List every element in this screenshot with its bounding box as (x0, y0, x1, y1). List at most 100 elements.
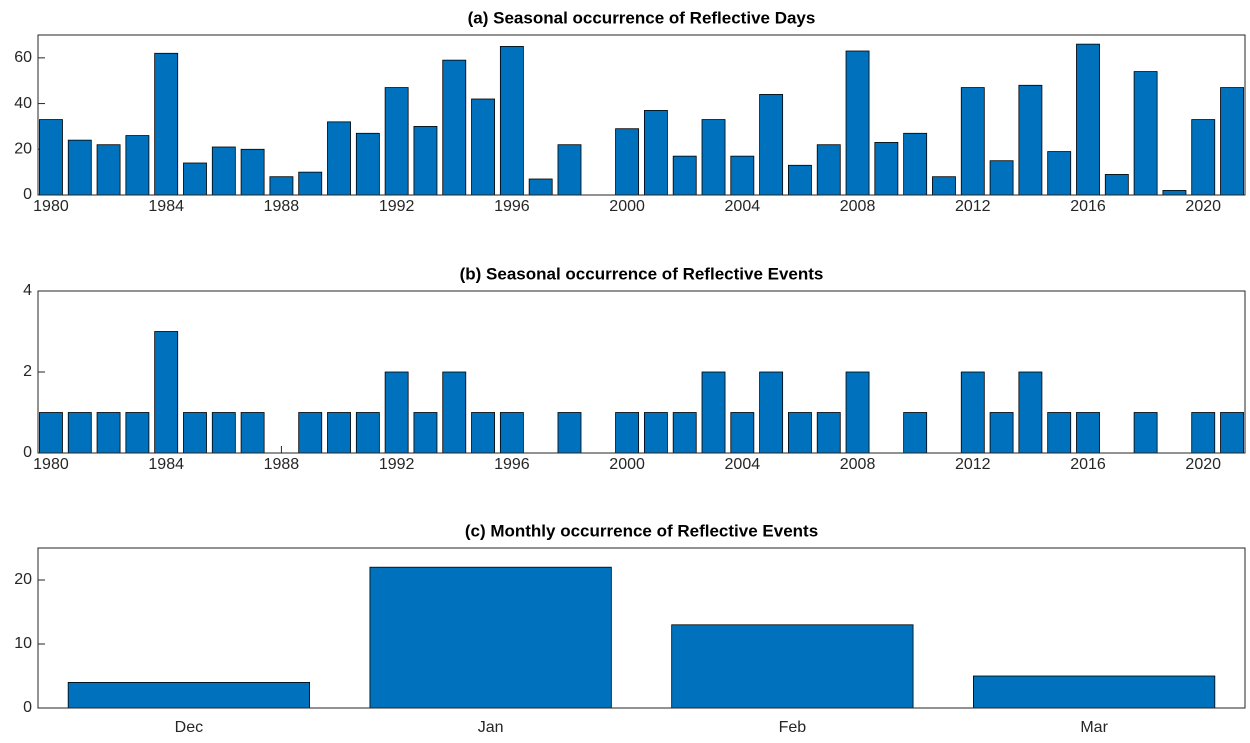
bar (499, 46, 524, 196)
x-tick-label: 2012 (955, 198, 991, 215)
bar (499, 412, 524, 454)
y-tick-label: 0 (23, 186, 32, 203)
x-tick-label: 1996 (494, 456, 530, 473)
x-tick-label: 1984 (148, 456, 184, 473)
x-tick-label: 2016 (1070, 198, 1106, 215)
bar (1047, 151, 1072, 196)
bar (183, 412, 207, 454)
bar (211, 412, 236, 454)
bar (788, 164, 812, 196)
bar (528, 178, 553, 196)
bar (327, 121, 351, 196)
x-tick-label: 2004 (725, 198, 761, 215)
bar (1191, 119, 1216, 196)
bar (730, 412, 755, 454)
x-tick-label: 1992 (379, 456, 415, 473)
bar (384, 371, 409, 454)
y-tick-label: 10 (14, 635, 32, 652)
x-tick-label: 1980 (33, 456, 69, 473)
chart-title: (a) Seasonal occurrence of Reflective Da… (468, 8, 816, 27)
axes-box (37, 290, 1246, 454)
bar (355, 132, 380, 196)
x-tick-label: 1996 (494, 198, 530, 215)
bar (960, 371, 985, 454)
bar (240, 412, 265, 454)
x-tick-label: 1980 (33, 198, 69, 215)
x-tick-label: 2020 (1185, 456, 1221, 473)
bar (183, 162, 207, 196)
x-tick-label: Mar (1080, 719, 1108, 736)
bar (442, 371, 467, 454)
x-tick-label: 1988 (264, 456, 300, 473)
y-tick-label: 60 (14, 49, 32, 66)
bar (240, 148, 265, 196)
x-tick-label: Dec (175, 719, 203, 736)
bar (1018, 84, 1043, 196)
bar (471, 98, 495, 196)
x-tick-label: 2008 (840, 456, 876, 473)
bar (67, 412, 92, 454)
chart-title: (b) Seasonal occurrence of Reflective Ev… (460, 264, 824, 283)
bar (413, 126, 438, 196)
x-tick-label: 2008 (840, 198, 876, 215)
bar (269, 176, 294, 196)
bar (154, 331, 179, 454)
bar (1220, 87, 1244, 196)
bar (1162, 190, 1187, 196)
bar (973, 675, 1216, 709)
bar (759, 371, 784, 454)
bar (845, 371, 870, 454)
bar (701, 119, 726, 196)
bar (960, 87, 985, 196)
bar (471, 412, 495, 454)
bar (1018, 371, 1043, 454)
bar (643, 110, 668, 196)
bar (932, 176, 956, 196)
y-tick-label: 20 (14, 141, 32, 158)
bar (788, 412, 812, 454)
axes-box (37, 34, 1246, 196)
x-tick-label: Feb (779, 719, 807, 736)
bar (1047, 412, 1072, 454)
bar (298, 171, 323, 196)
bar (211, 146, 236, 196)
y-tick-label: 0 (23, 444, 32, 461)
x-tick-label: 1988 (264, 198, 300, 215)
bar (557, 412, 582, 454)
bar (125, 412, 150, 454)
x-tick-label: 2000 (609, 456, 645, 473)
bar (413, 412, 438, 454)
bar (1191, 412, 1216, 454)
x-tick-label: 1992 (379, 198, 415, 215)
x-tick-label: 1984 (148, 198, 184, 215)
bar (96, 412, 121, 454)
y-tick-label: 2 (23, 363, 32, 380)
bar (672, 412, 697, 454)
bar (672, 155, 697, 196)
x-tick-label: 2016 (1070, 456, 1106, 473)
bar (816, 412, 841, 454)
bar (39, 119, 63, 196)
bar (701, 371, 726, 454)
bar (643, 412, 668, 454)
bar (615, 412, 640, 454)
bar (903, 412, 928, 454)
bar (989, 160, 1014, 196)
bar (327, 412, 351, 454)
bar (154, 52, 179, 196)
y-tick-label: 0 (23, 699, 32, 716)
bar (384, 87, 409, 196)
bar (1133, 71, 1158, 196)
bar (845, 50, 870, 196)
x-tick-label: Jan (478, 719, 504, 736)
bar (125, 135, 150, 196)
y-tick-label: 4 (23, 282, 32, 299)
bar (67, 139, 92, 196)
bar (1220, 412, 1244, 454)
bar (369, 566, 612, 709)
axes-box (37, 547, 1246, 709)
bar (1104, 174, 1129, 196)
bar (615, 128, 640, 196)
bar (442, 59, 467, 196)
